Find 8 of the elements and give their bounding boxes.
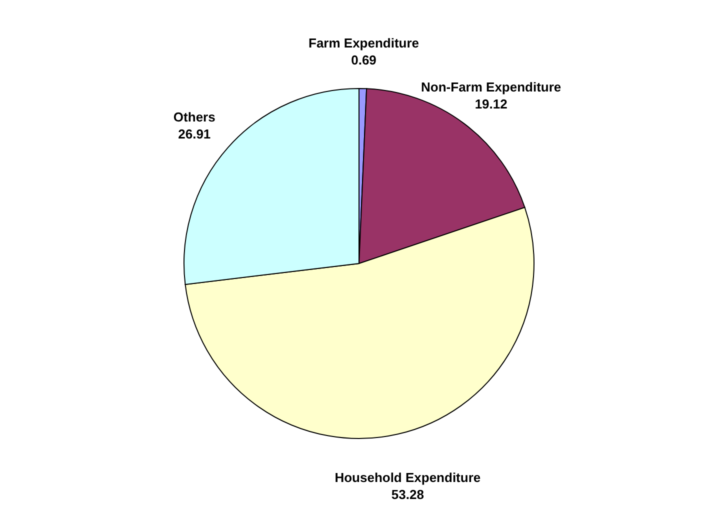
slice-label: Farm Expenditure xyxy=(308,36,420,51)
slice-label: Household Expenditure xyxy=(334,470,481,486)
data-label: 0.69 xyxy=(351,52,376,68)
slice-label: Others xyxy=(173,110,216,125)
data-label: 53.28 xyxy=(391,487,424,502)
data-label: 19.12 xyxy=(474,96,508,112)
slice-label: Non-Farm Expenditure xyxy=(421,80,562,95)
data-label: 26.91 xyxy=(178,126,211,142)
